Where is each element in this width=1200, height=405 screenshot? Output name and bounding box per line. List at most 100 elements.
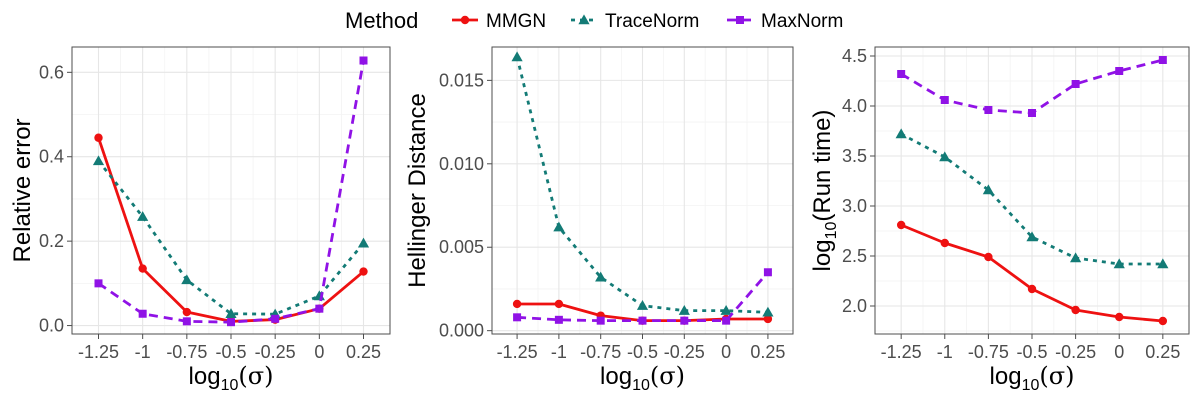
x-axis-title: log10(σ): [600, 362, 685, 394]
data-point-maxnorm: [1028, 109, 1036, 117]
y-tick-label: 2.0: [842, 296, 867, 316]
y-tick-label: 3.0: [842, 196, 867, 216]
data-point-mmgn: [984, 252, 993, 262]
x-tick-label: -1: [135, 342, 151, 362]
y-axis-title: log10(Run time): [809, 110, 840, 272]
data-point-mmgn: [182, 307, 192, 317]
x-tick-label: -0.25: [1055, 342, 1096, 362]
data-point-maxnorm: [984, 106, 993, 114]
y-tick-label: 0.005: [439, 237, 484, 257]
x-tick-label: 0: [721, 342, 731, 362]
data-point-mmgn: [1071, 305, 1080, 315]
y-tick-label: 4.5: [842, 46, 867, 66]
x-tick-label: -1.25: [497, 342, 538, 362]
x-tick-label: -1.25: [78, 342, 119, 362]
legend-key-marker: [578, 14, 590, 25]
data-point-maxnorm: [138, 309, 147, 318]
y-tick-label: 0.0: [39, 316, 64, 336]
legend-item-tracenorm: TraceNorm: [571, 11, 699, 32]
series-maxnorm: [94, 56, 368, 327]
data-point-tracenorm: [678, 305, 690, 315]
y-axis-title: Hellinger Distance: [404, 93, 431, 288]
data-point-mmgn: [763, 314, 773, 324]
x-tick-label: -1: [937, 342, 953, 362]
data-point-tracenorm: [636, 300, 649, 310]
data-point-maxnorm: [638, 316, 647, 325]
legend-title: Method: [345, 8, 418, 33]
x-tick-label: 0: [314, 342, 324, 362]
y-tick-label: 3.5: [842, 146, 867, 166]
series-tracenorm: [895, 128, 1169, 269]
x-tick-label: -0.5: [1016, 342, 1047, 362]
data-point-tracenorm: [720, 305, 732, 315]
data-point-maxnorm: [315, 304, 324, 313]
data-point-maxnorm: [897, 70, 906, 78]
data-point-tracenorm: [1113, 258, 1125, 269]
data-point-tracenorm: [181, 274, 193, 285]
data-point-tracenorm: [939, 151, 951, 162]
x-tick-label: -0.5: [215, 342, 246, 362]
data-point-mmgn: [1027, 284, 1037, 294]
data-point-tracenorm: [313, 290, 325, 301]
data-point-maxnorm: [596, 316, 605, 325]
series-tracenorm: [511, 51, 774, 317]
data-point-mmgn: [554, 299, 564, 309]
legend-label: MaxNorm: [761, 11, 843, 32]
data-point-tracenorm: [357, 237, 370, 248]
data-point-maxnorm: [271, 314, 280, 323]
data-point-maxnorm: [940, 96, 949, 104]
x-axis-title: log10(σ): [189, 362, 274, 394]
panel-1: -1.25 -1 -0.75 -0.5 -0.25 0 0.25 0.0 0.2 0.4 0.6 lo…: [9, 46, 391, 394]
series-maxnorm: [897, 56, 1167, 117]
x-tick-label: -0.25: [255, 342, 296, 362]
data-point-maxnorm: [359, 56, 368, 65]
data-point-maxnorm: [227, 318, 235, 327]
x-tick-label: -1.25: [881, 342, 922, 362]
x-tick-label: 0.25: [346, 342, 381, 362]
data-point-mmgn: [138, 264, 147, 273]
x-tick-label: -0.75: [166, 342, 207, 362]
data-point-maxnorm: [513, 313, 522, 322]
y-tick-label: 0.000: [439, 321, 484, 341]
data-point-maxnorm: [722, 316, 731, 325]
legend-item-maxnorm: MaxNorm: [727, 11, 843, 32]
x-tick-label: 0.25: [1145, 342, 1180, 362]
data-point-mmgn: [512, 299, 522, 309]
legend-key-marker: [736, 16, 744, 24]
y-tick-label: 0.6: [39, 62, 64, 82]
data-point-tracenorm: [1070, 252, 1082, 263]
series-mmgn: [896, 220, 1168, 326]
legend: Method MMGN TraceNorm MaxNorm: [345, 8, 843, 33]
x-tick-label: -0.5: [627, 342, 658, 362]
panel-3: -1.25 -1 -0.75 -0.5 -0.25 0 0.25 2.0 2.5 3.0 3.5 4.…: [809, 46, 1190, 394]
data-point-maxnorm: [1158, 56, 1167, 64]
y-axis-title: Relative error: [9, 118, 36, 262]
data-point-tracenorm: [1157, 258, 1169, 269]
y-tick-label: 0.4: [39, 147, 64, 167]
legend-label: MMGN: [486, 11, 546, 32]
data-point-maxnorm: [182, 317, 191, 326]
data-point-tracenorm: [553, 221, 565, 232]
data-point-tracenorm: [895, 128, 907, 139]
data-point-maxnorm: [680, 316, 689, 325]
data-point-tracenorm: [982, 184, 994, 195]
x-tick-label: -0.25: [664, 342, 705, 362]
series-maxnorm: [513, 268, 772, 325]
panel-2: -1.25 -1 -0.75 -0.5 -0.25 0 0.25 0.000 0.005 0.01…: [404, 46, 794, 394]
data-point-mmgn: [1158, 316, 1168, 326]
data-point-maxnorm: [554, 315, 563, 324]
data-point-tracenorm: [762, 306, 774, 317]
data-point-maxnorm: [94, 279, 103, 288]
data-point-tracenorm: [225, 308, 237, 318]
data-point-maxnorm: [1115, 67, 1124, 75]
data-point-tracenorm: [595, 271, 607, 282]
x-axis-title: log10(σ): [990, 362, 1075, 394]
y-tick-label: 0.015: [439, 70, 484, 90]
y-tick-label: 0.2: [39, 231, 64, 251]
x-tick-label: -0.75: [580, 342, 621, 362]
x-tick-label: 0: [1114, 342, 1124, 362]
x-tick-label: -1: [551, 342, 567, 362]
data-point-mmgn: [1115, 312, 1124, 322]
data-point-tracenorm: [1026, 231, 1038, 242]
